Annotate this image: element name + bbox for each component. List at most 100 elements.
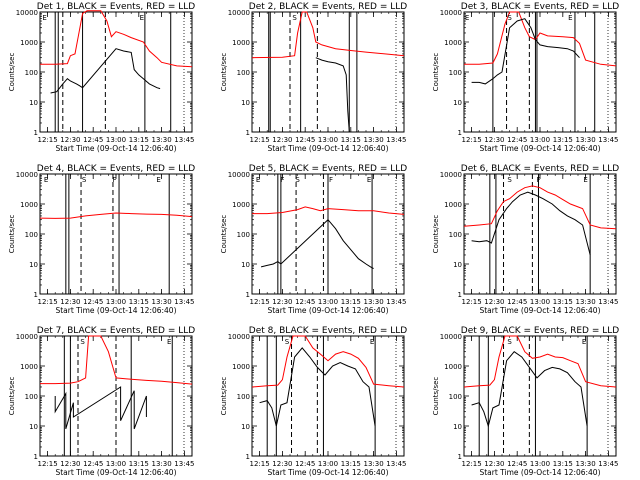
panel-title: Det 2, BLACK = Events, RED = LLD <box>249 2 408 12</box>
x-tick-label: 13:45 <box>174 298 194 306</box>
x-tick-label: 13:15 <box>129 298 149 306</box>
x-tick-label: 12:30 <box>484 460 504 468</box>
y-axis-label: Counts/sec <box>432 53 440 92</box>
x-tick-label: 13:30 <box>152 460 172 468</box>
y-tick-label: 10000 <box>16 171 38 179</box>
x-tick-label: 13:45 <box>386 136 406 144</box>
marker-letter: E <box>582 338 586 346</box>
x-tick-label: 13:15 <box>129 136 149 144</box>
y-tick-label: 100 <box>449 69 462 77</box>
y-tick-label: 10 <box>241 99 250 107</box>
y-tick-label: 1 <box>34 129 38 137</box>
x-tick-label: 12:45 <box>295 298 315 306</box>
x-tick-label: 13:30 <box>576 136 596 144</box>
x-tick-label: 13:30 <box>364 460 384 468</box>
y-tick-label: 1000 <box>444 201 462 209</box>
x-tick-label: 13:00 <box>530 298 550 306</box>
y-tick-label: 1 <box>458 291 462 299</box>
panel-det-7: Det 7, BLACK = Events, RED = LLD 1 10 100 10… <box>8 326 195 477</box>
y-tick-label: 1000 <box>232 39 250 47</box>
x-tick-label: 12:15 <box>38 460 58 468</box>
series-events <box>260 218 374 270</box>
y-tick-label: 10 <box>453 423 462 431</box>
marker-letter: E <box>370 338 374 346</box>
y-axis-label: Counts/sec <box>220 53 228 92</box>
x-axis-label: Start Time (09-Oct-14 12:06:40) <box>267 144 388 153</box>
y-tick-label: 100 <box>25 69 38 77</box>
y-tick-label: 10000 <box>228 171 250 179</box>
y-tick-label: 1000 <box>444 39 462 47</box>
y-tick-label: 1 <box>34 453 38 461</box>
series-lld <box>252 206 405 215</box>
y-tick-label: 10 <box>29 99 38 107</box>
y-tick-label: 10 <box>453 99 462 107</box>
series-lld <box>463 335 617 388</box>
y-tick-label: 1 <box>246 129 250 137</box>
y-tick-label: 1000 <box>20 201 38 209</box>
x-tick-label: 13:45 <box>174 460 194 468</box>
y-tick-label: 10 <box>453 261 462 269</box>
y-tick-label: 1 <box>458 453 462 461</box>
plot-frame <box>463 335 617 457</box>
y-tick-label: 1 <box>34 291 38 299</box>
y-tick-label: 100 <box>25 393 38 401</box>
x-tick-label: 12:45 <box>507 136 527 144</box>
marker-letter: E <box>156 176 160 184</box>
x-tick-label: 13:15 <box>553 136 573 144</box>
panel-title: Det 5, BLACK = Events, RED = LLD <box>249 164 408 174</box>
series-lld <box>39 212 193 219</box>
x-tick-label: 12:45 <box>83 460 103 468</box>
panel-det-2: Det 2, BLACK = Events, RED = LLD 1 10 100 10… <box>220 2 407 153</box>
series-events <box>471 18 580 85</box>
marker-letter: E <box>256 176 260 184</box>
x-tick-label: 12:15 <box>250 460 270 468</box>
x-tick-label: 12:45 <box>295 460 315 468</box>
series-lld <box>251 11 405 59</box>
y-tick-label: 10000 <box>440 9 462 17</box>
marker-letter: E <box>167 338 171 346</box>
plot-frame <box>251 335 405 457</box>
y-tick-label: 10000 <box>16 333 38 341</box>
series-events <box>315 57 350 133</box>
x-tick-label: 12:30 <box>484 298 504 306</box>
x-tick-label: 12:30 <box>272 136 292 144</box>
x-tick-label: 12:30 <box>60 460 80 468</box>
x-tick-label: 12:15 <box>250 298 270 306</box>
marker-letter: F <box>280 176 284 184</box>
panel-title: Det 9, BLACK = Events, RED = LLD <box>461 326 620 336</box>
x-axis-label: Start Time (09-Oct-14 12:06:40) <box>267 468 388 477</box>
y-tick-label: 10 <box>241 261 250 269</box>
panel-title: Det 8, BLACK = Events, RED = LLD <box>249 326 408 336</box>
y-tick-label: 1000 <box>444 363 462 371</box>
marker-letter: E <box>44 176 48 184</box>
y-axis-label: Counts/sec <box>432 377 440 416</box>
marker-letter: E <box>367 176 371 184</box>
y-tick-label: 1000 <box>20 363 38 371</box>
series-events <box>259 347 376 427</box>
x-tick-label: 12:30 <box>60 298 80 306</box>
x-tick-label: 13:00 <box>106 460 126 468</box>
series-lld <box>464 11 617 67</box>
y-tick-label: 1000 <box>232 363 250 371</box>
marker-letter: E <box>42 14 46 22</box>
series-events <box>471 191 591 256</box>
x-tick-label: 13:15 <box>341 136 361 144</box>
x-tick-label: 12:45 <box>83 136 103 144</box>
panel-title: Det 1, BLACK = Events, RED = LLD <box>37 2 196 12</box>
panel-det-8: Det 8, BLACK = Events, RED = LLD 1 10 100 10… <box>220 326 407 477</box>
y-axis-label: Counts/sec <box>8 53 16 92</box>
x-tick-label: 12:15 <box>462 460 482 468</box>
series-lld <box>40 10 193 68</box>
y-tick-label: 10000 <box>440 171 462 179</box>
marker-letter: S <box>80 338 85 346</box>
x-axis-label: Start Time (09-Oct-14 12:06:40) <box>55 144 176 153</box>
series-lld <box>251 335 405 388</box>
x-tick-label: 13:15 <box>341 460 361 468</box>
x-tick-label: 13:00 <box>106 136 126 144</box>
marker-letter: S <box>507 14 512 22</box>
x-axis-label: Start Time (09-Oct-14 12:06:40) <box>479 468 600 477</box>
series-lld <box>40 335 193 385</box>
x-tick-label: 13:00 <box>106 298 126 306</box>
y-axis-label: Counts/sec <box>8 215 16 254</box>
marker-letter: S <box>285 338 290 346</box>
